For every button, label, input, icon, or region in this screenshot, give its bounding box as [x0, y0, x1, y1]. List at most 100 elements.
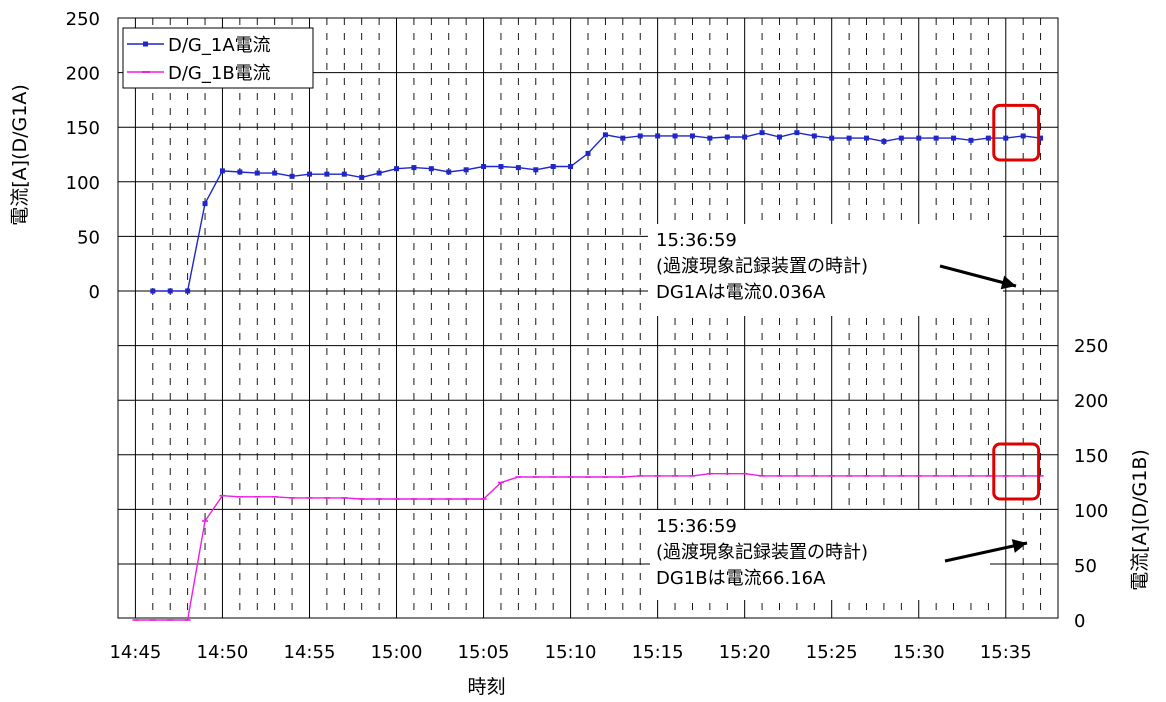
x-tick-label: 14:50 — [197, 642, 249, 663]
data-point — [446, 169, 452, 175]
data-point — [829, 135, 835, 141]
series-line-dg1a — [152, 131, 1041, 292]
annotation-text: 15:36:59 — [656, 230, 737, 251]
data-point — [272, 170, 278, 176]
data-point — [672, 133, 678, 139]
legend: D/G_1A電流 D/G_1B電流 — [122, 27, 314, 89]
data-point — [359, 174, 365, 180]
tick-labels: 0 50 100 150 200 250 0 50 100 150 200 250 14:45 14:50… — [66, 9, 1109, 663]
x-tick-label: 15:15 — [632, 642, 684, 663]
y-tick-label-left: 200 — [66, 64, 100, 85]
series-layer — [132, 130, 1044, 621]
y-tick-label-right: 0 — [1074, 611, 1085, 632]
data-point — [620, 135, 626, 141]
data-point — [341, 171, 347, 177]
highlight-box-dg1a — [992, 103, 1041, 162]
annotation-text: DG1Aは電流0.036A — [656, 282, 826, 303]
data-point — [655, 133, 661, 139]
y-tick-label-left: 100 — [66, 173, 100, 194]
x-tick-label: 15:00 — [371, 642, 423, 663]
data-point — [898, 135, 904, 141]
data-point — [568, 164, 574, 170]
y-axis-title-right: 電流[A](D/G1B) — [1129, 449, 1151, 591]
data-point — [185, 288, 191, 294]
data-point — [637, 133, 643, 139]
data-point — [811, 133, 817, 139]
data-point — [376, 170, 382, 176]
data-point — [1003, 135, 1009, 141]
highlight-box-dg1b — [992, 442, 1041, 501]
y-tick-label-right: 100 — [1074, 501, 1108, 522]
annotation-bg — [648, 224, 1003, 316]
data-point — [254, 170, 260, 176]
x-tick-label: 15:20 — [719, 642, 771, 663]
x-tick-label: 15:25 — [806, 642, 858, 663]
data-point — [724, 134, 730, 140]
data-point — [794, 130, 800, 136]
data-point — [289, 173, 295, 179]
y-axis-title-left: 電流[A](D/G1A) — [9, 84, 31, 226]
data-point — [602, 132, 608, 138]
x-axis-title: 時刻 — [468, 676, 506, 698]
annotation-arrowhead — [1011, 539, 1027, 553]
y-tick-label-left: 50 — [77, 227, 100, 248]
legend-box — [122, 27, 314, 89]
annotation-text: DG1Bは電流66.16A — [656, 568, 826, 589]
highlight-layer — [992, 103, 1041, 501]
y-tick-label-right: 200 — [1074, 391, 1108, 412]
data-point — [742, 134, 748, 140]
data-point — [951, 135, 957, 141]
legend-marker — [143, 41, 148, 47]
data-point — [498, 164, 504, 170]
data-point — [515, 165, 521, 171]
data-point — [846, 135, 852, 141]
annotation-text: (過渡現象記録装置の時計) — [656, 542, 868, 563]
axis-titles: 時刻 電流[A](D/G1A) 電流[A](D/G1B) — [9, 84, 1151, 698]
x-tick-label: 15:05 — [458, 642, 510, 663]
data-point — [585, 150, 591, 156]
data-point — [202, 201, 208, 207]
data-point — [550, 164, 556, 170]
y-tick-label-left: 250 — [66, 9, 100, 30]
data-point — [324, 171, 330, 177]
data-point — [167, 288, 173, 294]
data-point — [864, 135, 870, 141]
y-tick-label-right: 250 — [1074, 336, 1108, 357]
data-point — [463, 167, 469, 173]
y-tick-label-right: 50 — [1074, 556, 1097, 577]
x-tick-label: 15:30 — [893, 642, 945, 663]
data-point — [985, 135, 991, 141]
data-point — [881, 138, 887, 144]
legend-label: D/G_1A電流 — [168, 35, 271, 56]
data-point — [411, 165, 417, 171]
x-tick-label: 15:35 — [980, 642, 1032, 663]
y-tick-label-left: 150 — [66, 118, 100, 139]
data-point — [759, 130, 765, 136]
data-point — [933, 135, 939, 141]
annotation-text: 15:36:59 — [656, 516, 737, 537]
data-point — [1020, 133, 1026, 139]
legend-label: D/G_1B電流 — [168, 63, 271, 84]
x-tick-label: 15:10 — [545, 642, 597, 663]
annotation-text: (過渡現象記録装置の時計) — [656, 256, 868, 277]
y-tick-label-left: 0 — [89, 282, 100, 303]
x-tick-label: 14:55 — [284, 642, 336, 663]
data-point — [689, 133, 695, 139]
data-point — [481, 164, 487, 170]
y-tick-label-right: 150 — [1074, 446, 1108, 467]
annotation-bg — [650, 510, 990, 600]
data-point — [394, 166, 400, 172]
data-point — [1038, 135, 1044, 141]
data-point — [237, 169, 243, 175]
data-point — [968, 137, 974, 143]
annotation-layer: 15:36:59 (過渡現象記録装置の時計) DG1Aは電流0.036A 15:36:… — [648, 224, 1028, 600]
data-point — [776, 134, 782, 140]
data-point — [219, 168, 225, 174]
x-tick-label: 14:45 — [109, 642, 161, 663]
data-point — [707, 135, 713, 141]
data-point — [533, 167, 539, 173]
data-point — [428, 166, 434, 172]
data-point — [306, 171, 312, 177]
annotation-arrowhead — [1000, 275, 1016, 290]
